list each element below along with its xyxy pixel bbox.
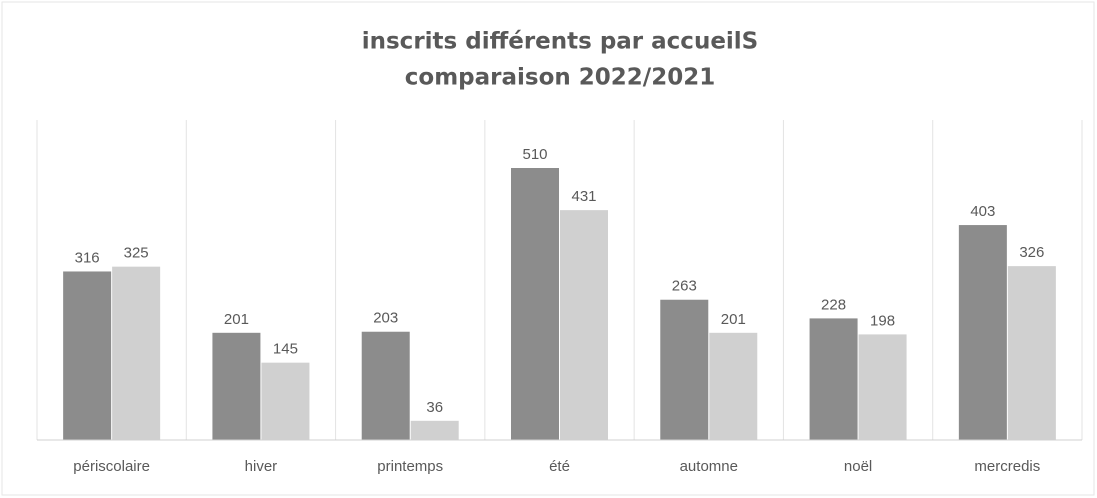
data-label: 326 — [1019, 244, 1044, 261]
bar — [560, 210, 608, 440]
bar — [809, 318, 858, 440]
data-label: 228 — [821, 296, 846, 313]
data-label: 263 — [672, 278, 697, 295]
bar — [63, 271, 112, 440]
x-tick-label: noël — [844, 458, 872, 475]
x-tick-label: mercredis — [974, 458, 1040, 475]
x-tick-label: périscolaire — [73, 458, 150, 475]
data-label: 510 — [522, 146, 547, 163]
bar — [212, 332, 261, 440]
data-label: 431 — [571, 188, 596, 205]
bar — [361, 331, 410, 440]
bar — [511, 168, 559, 440]
data-label: 198 — [870, 312, 895, 329]
bar — [958, 225, 1007, 440]
x-tick-label: été — [549, 458, 570, 475]
bar — [858, 334, 907, 440]
data-label: 316 — [75, 249, 100, 266]
bar — [1007, 266, 1056, 440]
x-tick-label: automne — [680, 458, 738, 475]
chart-subtitle: comparaison 2022/2021 — [405, 65, 715, 91]
data-label: 36 — [426, 399, 443, 416]
data-label: 201 — [721, 311, 746, 328]
data-label: 145 — [273, 341, 298, 358]
data-label: 203 — [373, 310, 398, 327]
x-tick-label: printemps — [377, 458, 443, 475]
chart-title: inscrits différents par accueilS — [362, 29, 759, 55]
data-label: 403 — [970, 203, 995, 220]
bar — [709, 332, 758, 440]
data-label: 201 — [224, 311, 249, 328]
bar — [261, 362, 310, 440]
bar — [410, 420, 459, 440]
data-label: 325 — [124, 245, 149, 262]
bar — [660, 299, 709, 440]
bar — [112, 266, 161, 440]
x-tick-label: hiver — [245, 458, 278, 475]
